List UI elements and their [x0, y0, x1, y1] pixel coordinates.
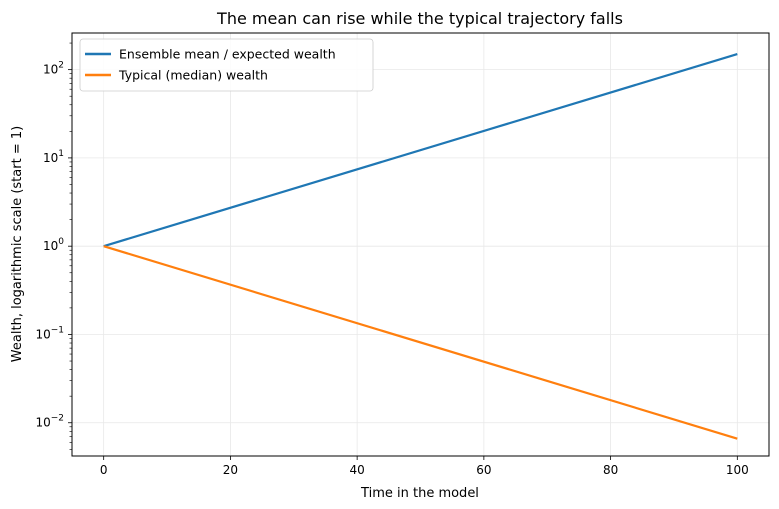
series-lines [103, 53, 738, 440]
y-axis-ticks: 10−2 10−1 100 101 102 [35, 42, 72, 450]
series-line-0 [103, 53, 738, 248]
y-tick-label: 100 [43, 237, 64, 253]
x-axis-label: Time in the model [360, 486, 479, 501]
series-line-1 [103, 245, 738, 440]
y-tick-label: 101 [43, 149, 64, 165]
chart-title: The mean can rise while the typical traj… [216, 9, 623, 28]
legend-box [79, 38, 374, 92]
legend-label-1: Typical (median) wealth [118, 68, 268, 83]
x-axis-ticks: 0 20 40 60 80 100 [100, 456, 749, 477]
x-tick-label: 60 [476, 463, 491, 477]
y-tick-label: 10−2 [35, 414, 64, 430]
legend-label-0: Ensemble mean / expected wealth [119, 47, 336, 62]
legend: Ensemble mean / expected wealth Typical (… [79, 38, 374, 92]
y-tick-label: 10−1 [35, 325, 64, 341]
x-tick-label: 40 [349, 463, 364, 477]
plot-frame [71, 32, 770, 457]
y-axis-label: Wealth, logarithmic scale (start = 1) [10, 126, 25, 362]
x-tick-label: 20 [223, 463, 238, 477]
grid [72, 33, 769, 456]
y-tick-label: 102 [43, 61, 64, 77]
x-tick-label: 100 [726, 463, 749, 477]
x-tick-label: 0 [100, 463, 108, 477]
x-tick-label: 80 [603, 463, 618, 477]
